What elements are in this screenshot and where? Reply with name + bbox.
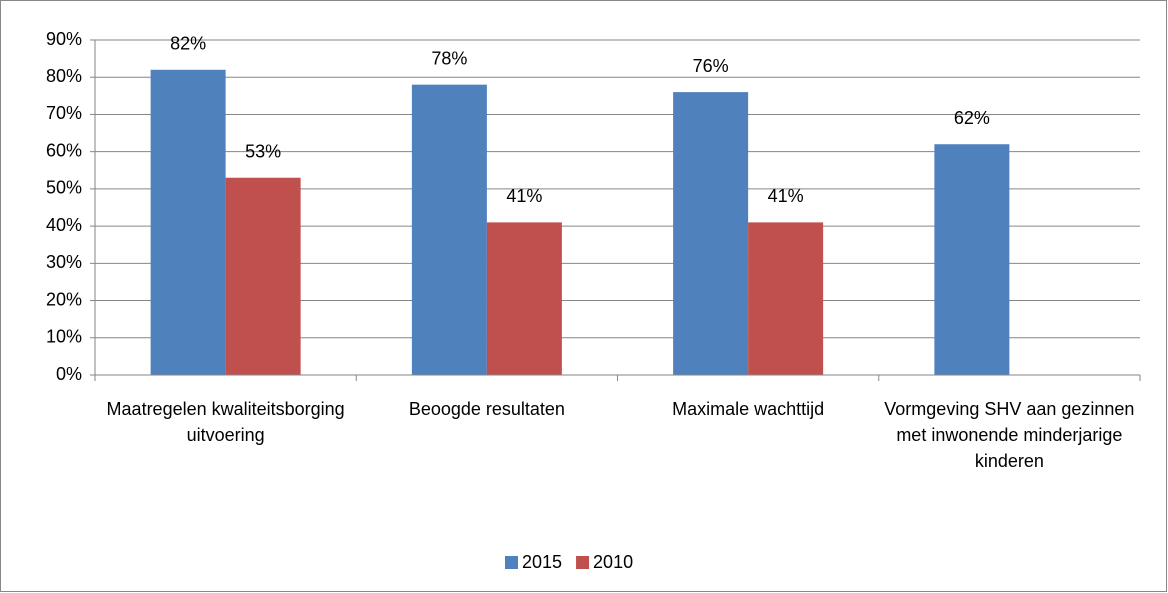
bar: [150, 69, 226, 376]
legend-swatch: [505, 556, 518, 569]
data-label: 76%: [693, 56, 729, 76]
data-label: 82%: [170, 34, 206, 54]
y-tick-label: 80%: [46, 66, 82, 86]
y-tick-label: 50%: [46, 178, 82, 198]
bar: [673, 92, 749, 375]
y-tick-label: 10%: [46, 327, 82, 347]
y-tick-label: 0%: [56, 364, 82, 384]
y-tick-label: 70%: [46, 103, 82, 123]
x-tick-label: Vormgeving SHV aan gezinnen met inwonend…: [884, 399, 1135, 471]
x-tick-label: Maximale wachttijd: [672, 399, 825, 419]
x-tick-label: Beoogde resultaten: [408, 399, 565, 419]
y-tick-label: 60%: [46, 140, 82, 160]
data-label: 62%: [954, 108, 990, 128]
y-tick-label: 30%: [46, 252, 82, 272]
legend-swatch: [576, 556, 590, 569]
bar: [486, 222, 562, 375]
y-tick-label: 20%: [46, 289, 82, 309]
y-tick-label: 40%: [46, 215, 82, 235]
bar: [748, 222, 824, 375]
data-label: 41%: [506, 186, 542, 206]
data-label: 78%: [431, 48, 467, 68]
data-label: 53%: [245, 141, 281, 161]
bar: [411, 84, 487, 376]
bar: [934, 144, 1010, 375]
legend-label: 2015: [522, 552, 562, 572]
data-label: 41%: [768, 186, 804, 206]
x-tick-label: Maatregelen kwaliteitsborging uitvoering: [106, 399, 345, 445]
bar: [225, 177, 301, 375]
y-tick-label: 90%: [46, 29, 82, 49]
legend-label: 2010: [593, 552, 633, 572]
